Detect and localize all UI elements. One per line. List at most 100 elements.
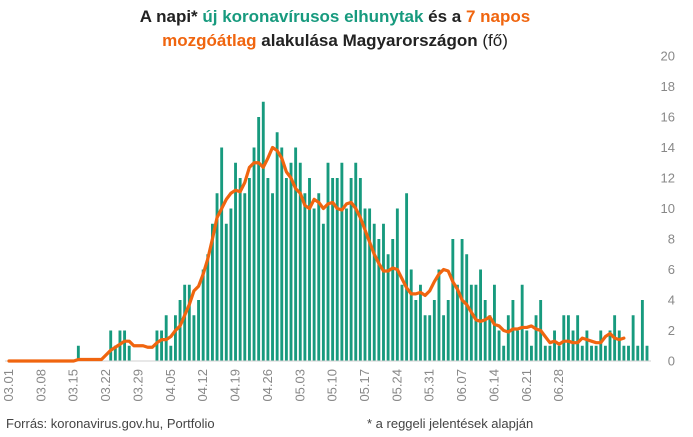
bar: [358, 178, 362, 361]
title-part-6: alakulása Magyarországon: [256, 31, 478, 50]
y-tick-label: 18: [661, 79, 675, 94]
y-tick-label: 0: [668, 354, 675, 369]
bar: [409, 269, 413, 361]
bar: [284, 178, 288, 361]
bar: [127, 345, 131, 361]
bar: [603, 345, 607, 361]
bar: [275, 132, 279, 361]
y-tick-label: 14: [661, 140, 675, 155]
bar: [266, 178, 270, 361]
bar: [289, 162, 293, 361]
x-tick-label: 03.01: [1, 369, 16, 402]
chart-title: A napi* új koronavírusos elhunytak és a …: [0, 5, 670, 53]
x-tick-label: 03.08: [33, 369, 48, 402]
bar: [317, 193, 321, 361]
bar: [483, 300, 487, 361]
x-tick-label: 04.05: [163, 369, 178, 402]
bar: [303, 193, 307, 361]
x-tick-label: 05.10: [325, 369, 340, 402]
bar: [261, 101, 265, 361]
bar: [631, 315, 635, 361]
bar: [548, 345, 552, 361]
bar: [183, 284, 187, 361]
bar: [321, 223, 325, 361]
bar: [446, 300, 450, 361]
bar: [363, 208, 367, 361]
bar: [345, 208, 348, 361]
bar: [479, 269, 482, 361]
bar: [247, 178, 251, 361]
bar: [192, 315, 196, 361]
bar: [451, 239, 455, 361]
bar: [442, 315, 446, 361]
bar: [280, 147, 284, 361]
bar: [395, 208, 399, 361]
bar: [377, 239, 381, 361]
bar: [368, 208, 372, 361]
bar: [155, 330, 159, 361]
y-tick-label: 12: [661, 171, 675, 186]
bar: [113, 345, 117, 361]
bar: [243, 193, 247, 361]
x-tick-label: 04.26: [260, 369, 275, 402]
bar: [405, 193, 409, 361]
bar: [271, 193, 274, 361]
bar: [497, 330, 501, 361]
bar: [160, 330, 163, 361]
bar: [294, 147, 298, 361]
bar: [238, 178, 242, 361]
moving-average-line: [7, 145, 626, 363]
bar: [382, 223, 385, 361]
bar: [423, 315, 427, 361]
bar: [534, 315, 538, 361]
title-part-moving-avg: mozgóátlag: [162, 31, 257, 50]
bar: [169, 345, 173, 361]
bar: [636, 345, 640, 361]
bar: [178, 300, 182, 361]
bar: [456, 284, 459, 361]
bar: [372, 223, 376, 361]
bar: [576, 315, 580, 361]
bar: [187, 284, 191, 361]
y-tick-label: 20: [661, 49, 675, 64]
x-tick-label: 04.12: [195, 369, 210, 402]
x-tick-label: 03.29: [130, 369, 145, 402]
x-tick-label: 05.17: [357, 369, 372, 402]
bar: [340, 162, 344, 361]
bar: [645, 345, 649, 361]
bar: [640, 300, 644, 361]
bar: [206, 254, 210, 361]
bar: [252, 147, 256, 361]
bar: [76, 345, 80, 361]
bar: [571, 330, 575, 361]
bar: [326, 162, 330, 361]
bar: [123, 330, 127, 361]
x-tick-label: 03.15: [66, 369, 81, 402]
bar: [308, 178, 311, 361]
bar: [617, 330, 621, 361]
bar: [594, 345, 598, 361]
bar: [201, 269, 205, 361]
y-tick-label: 6: [668, 262, 675, 277]
bar: [414, 300, 418, 361]
bar: [469, 284, 473, 361]
bar: [257, 117, 261, 361]
footnote: * a reggeli jelentések alapján: [367, 416, 534, 431]
bar: [234, 162, 237, 361]
x-tick-label: 04.19: [228, 369, 243, 402]
bar: [590, 345, 593, 361]
x-tick-label: 06.21: [519, 369, 534, 402]
x-tick-label: 06.28: [551, 369, 566, 402]
bar: [474, 284, 478, 361]
x-tick-label: 05.31: [422, 369, 437, 402]
x-tick-label: 06.07: [454, 369, 469, 402]
bar: [437, 269, 441, 361]
y-tick-label: 16: [661, 110, 675, 125]
bar: [428, 315, 432, 361]
bar: [553, 330, 556, 361]
x-tick-label: 05.24: [389, 369, 404, 402]
bar: [331, 178, 335, 361]
bar: [525, 330, 529, 361]
bar: [335, 178, 339, 361]
bar: [229, 208, 233, 361]
